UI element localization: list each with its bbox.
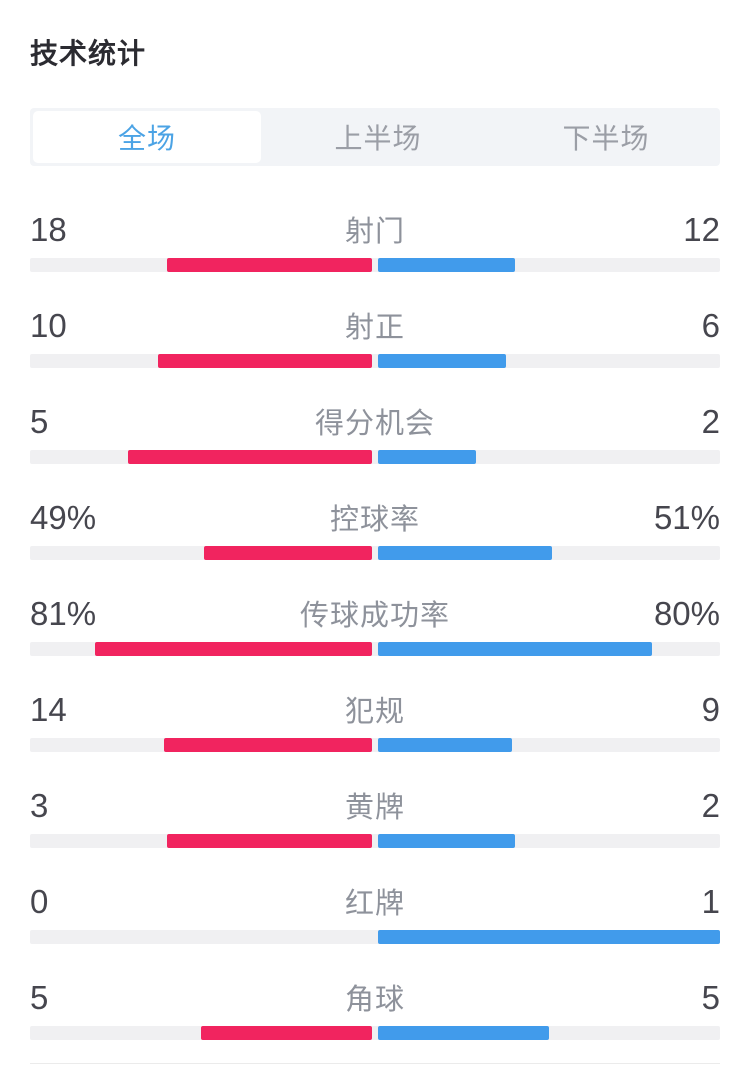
stat-home-value: 3 — [30, 787, 49, 824]
stat-bar-track — [30, 1026, 720, 1040]
stat-bar-home — [158, 354, 372, 368]
stat-home-value: 10 — [30, 307, 67, 344]
stat-away-value: 6 — [701, 307, 720, 344]
tab-bar: 全场 上半场 下半场 — [30, 108, 720, 166]
stat-bar-away — [378, 834, 515, 848]
stat-bar-track — [30, 642, 720, 656]
stat-row: 0 红牌 1 — [30, 880, 720, 976]
stat-bar-away — [378, 258, 515, 272]
stat-away-value: 12 — [683, 211, 720, 248]
stat-away-value: 5 — [701, 979, 720, 1016]
stat-label: 传球成功率 — [299, 600, 451, 632]
stat-row: 5 得分机会 2 — [30, 400, 720, 496]
stat-home-value: 81% — [30, 595, 97, 632]
stat-bar-home — [204, 546, 372, 560]
stat-bar-home — [167, 258, 372, 272]
stat-label: 射门 — [344, 216, 406, 248]
stat-away-value: 1 — [701, 883, 720, 920]
stat-bar-track — [30, 738, 720, 752]
stat-home-value: 0 — [30, 883, 49, 920]
stat-row: 14 犯规 9 — [30, 688, 720, 784]
stat-bar-home — [167, 834, 372, 848]
stat-row: 3 黄牌 2 — [30, 784, 720, 880]
stat-label: 控球率 — [329, 504, 421, 536]
stat-away-value: 2 — [701, 787, 720, 824]
stat-bar-away — [378, 354, 506, 368]
stat-label: 黄牌 — [344, 792, 406, 824]
stat-bar-away — [378, 450, 476, 464]
stat-away-value: 51% — [653, 499, 720, 536]
stat-home-value: 49% — [30, 499, 97, 536]
tab-second-half[interactable]: 下半场 — [562, 123, 650, 154]
stat-row: 49% 控球率 51% — [30, 496, 720, 592]
tab-full-match[interactable]: 全场 — [33, 111, 261, 163]
stat-bar-away — [378, 930, 720, 944]
stat-label: 射正 — [344, 312, 406, 344]
stat-bar-home — [164, 738, 372, 752]
stat-bar-track — [30, 450, 720, 464]
stat-label: 角球 — [344, 984, 406, 1016]
stat-row: 18 射门 12 — [30, 208, 720, 304]
stat-bar-track — [30, 546, 720, 560]
stat-label: 犯规 — [344, 696, 406, 728]
page-title: 技术统计 — [30, 38, 147, 69]
stat-row: 5 角球 5 — [30, 976, 720, 1072]
bottom-divider — [30, 1063, 720, 1064]
stat-home-value: 5 — [30, 979, 49, 1016]
stat-home-value: 14 — [30, 691, 67, 728]
stat-bar-track — [30, 930, 720, 944]
stat-bar-home — [95, 642, 372, 656]
stat-row: 81% 传球成功率 80% — [30, 592, 720, 688]
stat-home-value: 18 — [30, 211, 67, 248]
stat-away-value: 80% — [653, 595, 720, 632]
stat-bar-away — [378, 1026, 549, 1040]
stat-bar-track — [30, 834, 720, 848]
stat-bar-away — [378, 738, 512, 752]
stat-away-value: 9 — [701, 691, 720, 728]
stat-bar-home — [128, 450, 372, 464]
stat-label: 得分机会 — [314, 408, 436, 440]
stat-away-value: 2 — [701, 403, 720, 440]
stat-bar-home — [201, 1026, 372, 1040]
stat-bar-track — [30, 258, 720, 272]
stats-list: 18 射门 12 10 射正 6 5 得分机会 2 — [30, 208, 720, 1072]
stat-home-value: 5 — [30, 403, 49, 440]
stat-row: 10 射正 6 — [30, 304, 720, 400]
stat-bar-away — [378, 642, 652, 656]
tab-first-half[interactable]: 上半场 — [334, 123, 422, 154]
stat-label: 红牌 — [344, 888, 406, 920]
stat-bar-track — [30, 354, 720, 368]
stat-bar-away — [378, 546, 552, 560]
